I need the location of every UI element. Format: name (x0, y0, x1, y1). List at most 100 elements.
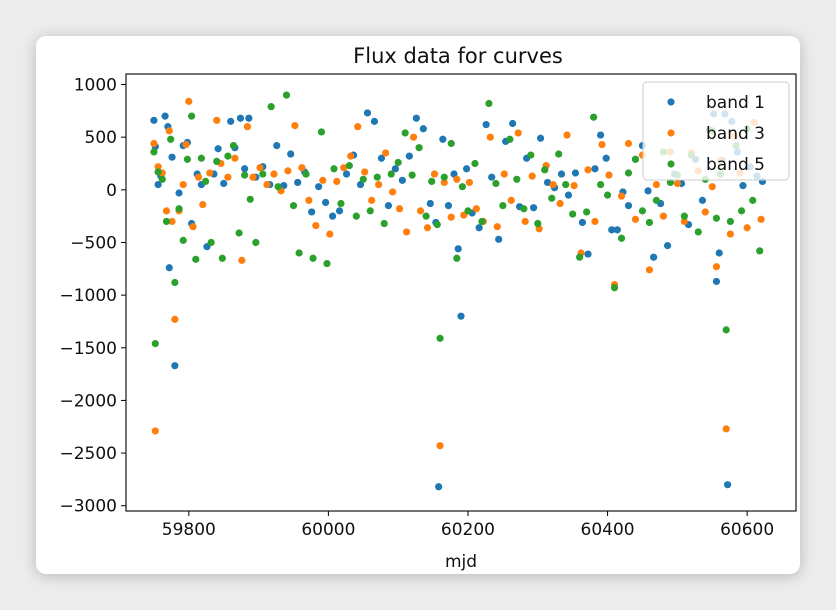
data-point (624, 169, 633, 177)
data-point (179, 236, 187, 244)
data-point (188, 112, 196, 120)
data-point (328, 212, 337, 220)
data-point (603, 191, 612, 199)
data-point (201, 177, 210, 186)
data-point (650, 253, 658, 261)
data-point (617, 234, 626, 242)
data-point (666, 178, 674, 187)
data-point (243, 123, 252, 131)
data-point (245, 114, 253, 122)
data-point (722, 425, 730, 433)
data-point (317, 128, 326, 136)
data-point (652, 180, 661, 189)
data-point (162, 217, 171, 226)
data-point (423, 224, 432, 232)
data-point (596, 180, 605, 189)
data-point (354, 123, 362, 131)
data-point (457, 312, 465, 320)
legend-label: band 1 (706, 93, 765, 113)
data-point (739, 182, 747, 190)
data-point (322, 198, 330, 207)
data-point (698, 196, 707, 204)
data-point (447, 213, 455, 221)
y-axis-ticks: 1000 500 0 −500 −1000 −1500 −2000 −2500 −3000 (59, 76, 126, 517)
data-point (298, 164, 306, 172)
data-point (528, 172, 536, 180)
data-point (478, 217, 486, 226)
x-tick-label: 60600 (720, 520, 774, 540)
data-point (591, 217, 599, 226)
data-point (608, 226, 616, 234)
data-point (724, 481, 732, 489)
data-point (527, 151, 535, 159)
data-point (509, 119, 517, 128)
y-tick-label: −1500 (59, 339, 117, 359)
data-point (617, 192, 626, 200)
data-point (389, 188, 397, 196)
data-point (507, 196, 515, 204)
data-point (241, 171, 249, 179)
data-point (536, 134, 545, 142)
data-point (165, 127, 173, 135)
data-point (366, 207, 374, 215)
data-point (291, 121, 299, 130)
data-point (495, 235, 503, 243)
data-point (231, 154, 239, 162)
data-point (464, 207, 472, 215)
data-point (377, 154, 386, 162)
data-point (370, 117, 379, 125)
data-point (294, 178, 302, 187)
data-point (576, 253, 584, 261)
data-point (549, 180, 557, 189)
legend: band 1 band 3 band 5 (642, 81, 790, 181)
data-point (162, 207, 171, 215)
data-point (308, 208, 316, 216)
data-point (342, 170, 351, 178)
data-point (624, 139, 633, 148)
y-tick-label: 0 (106, 181, 117, 201)
data-point (680, 212, 688, 220)
data-point (192, 255, 200, 263)
legend-label: band 5 (706, 155, 765, 175)
series-3 (150, 91, 764, 348)
data-point (548, 194, 556, 202)
data-point (218, 254, 226, 262)
data-point (359, 175, 367, 183)
data-point (564, 191, 573, 199)
data-point (263, 180, 271, 189)
data-point (295, 249, 303, 257)
data-point (419, 125, 427, 133)
data-point (150, 116, 158, 124)
data-point (289, 202, 298, 210)
data-point (436, 442, 444, 450)
data-point (737, 207, 746, 215)
data-point (506, 135, 514, 143)
data-point (521, 217, 529, 226)
data-point (302, 170, 310, 178)
chart-title: Flux data for curves (353, 44, 563, 68)
data-point (436, 334, 444, 342)
data-point (482, 120, 490, 129)
data-point (631, 215, 640, 223)
y-tick-label: 500 (85, 128, 117, 148)
data-point (458, 183, 466, 191)
data-point (715, 249, 723, 257)
data-point (602, 154, 610, 162)
data-point (238, 256, 246, 264)
data-point (416, 207, 425, 215)
data-point (644, 187, 652, 195)
data-point (680, 217, 688, 226)
data-point (712, 214, 721, 222)
data-point (673, 179, 681, 188)
x-tick-label: 59800 (162, 520, 216, 540)
data-point (486, 133, 494, 141)
data-point (151, 427, 159, 435)
data-point (347, 152, 355, 160)
data-point (488, 173, 496, 181)
legend-marker (667, 160, 675, 168)
data-point (708, 183, 716, 191)
data-point (440, 178, 448, 187)
data-point (168, 217, 176, 226)
x-axis-ticks: 59800 60000 60200 60400 60600 (162, 511, 774, 540)
data-point (435, 483, 443, 491)
